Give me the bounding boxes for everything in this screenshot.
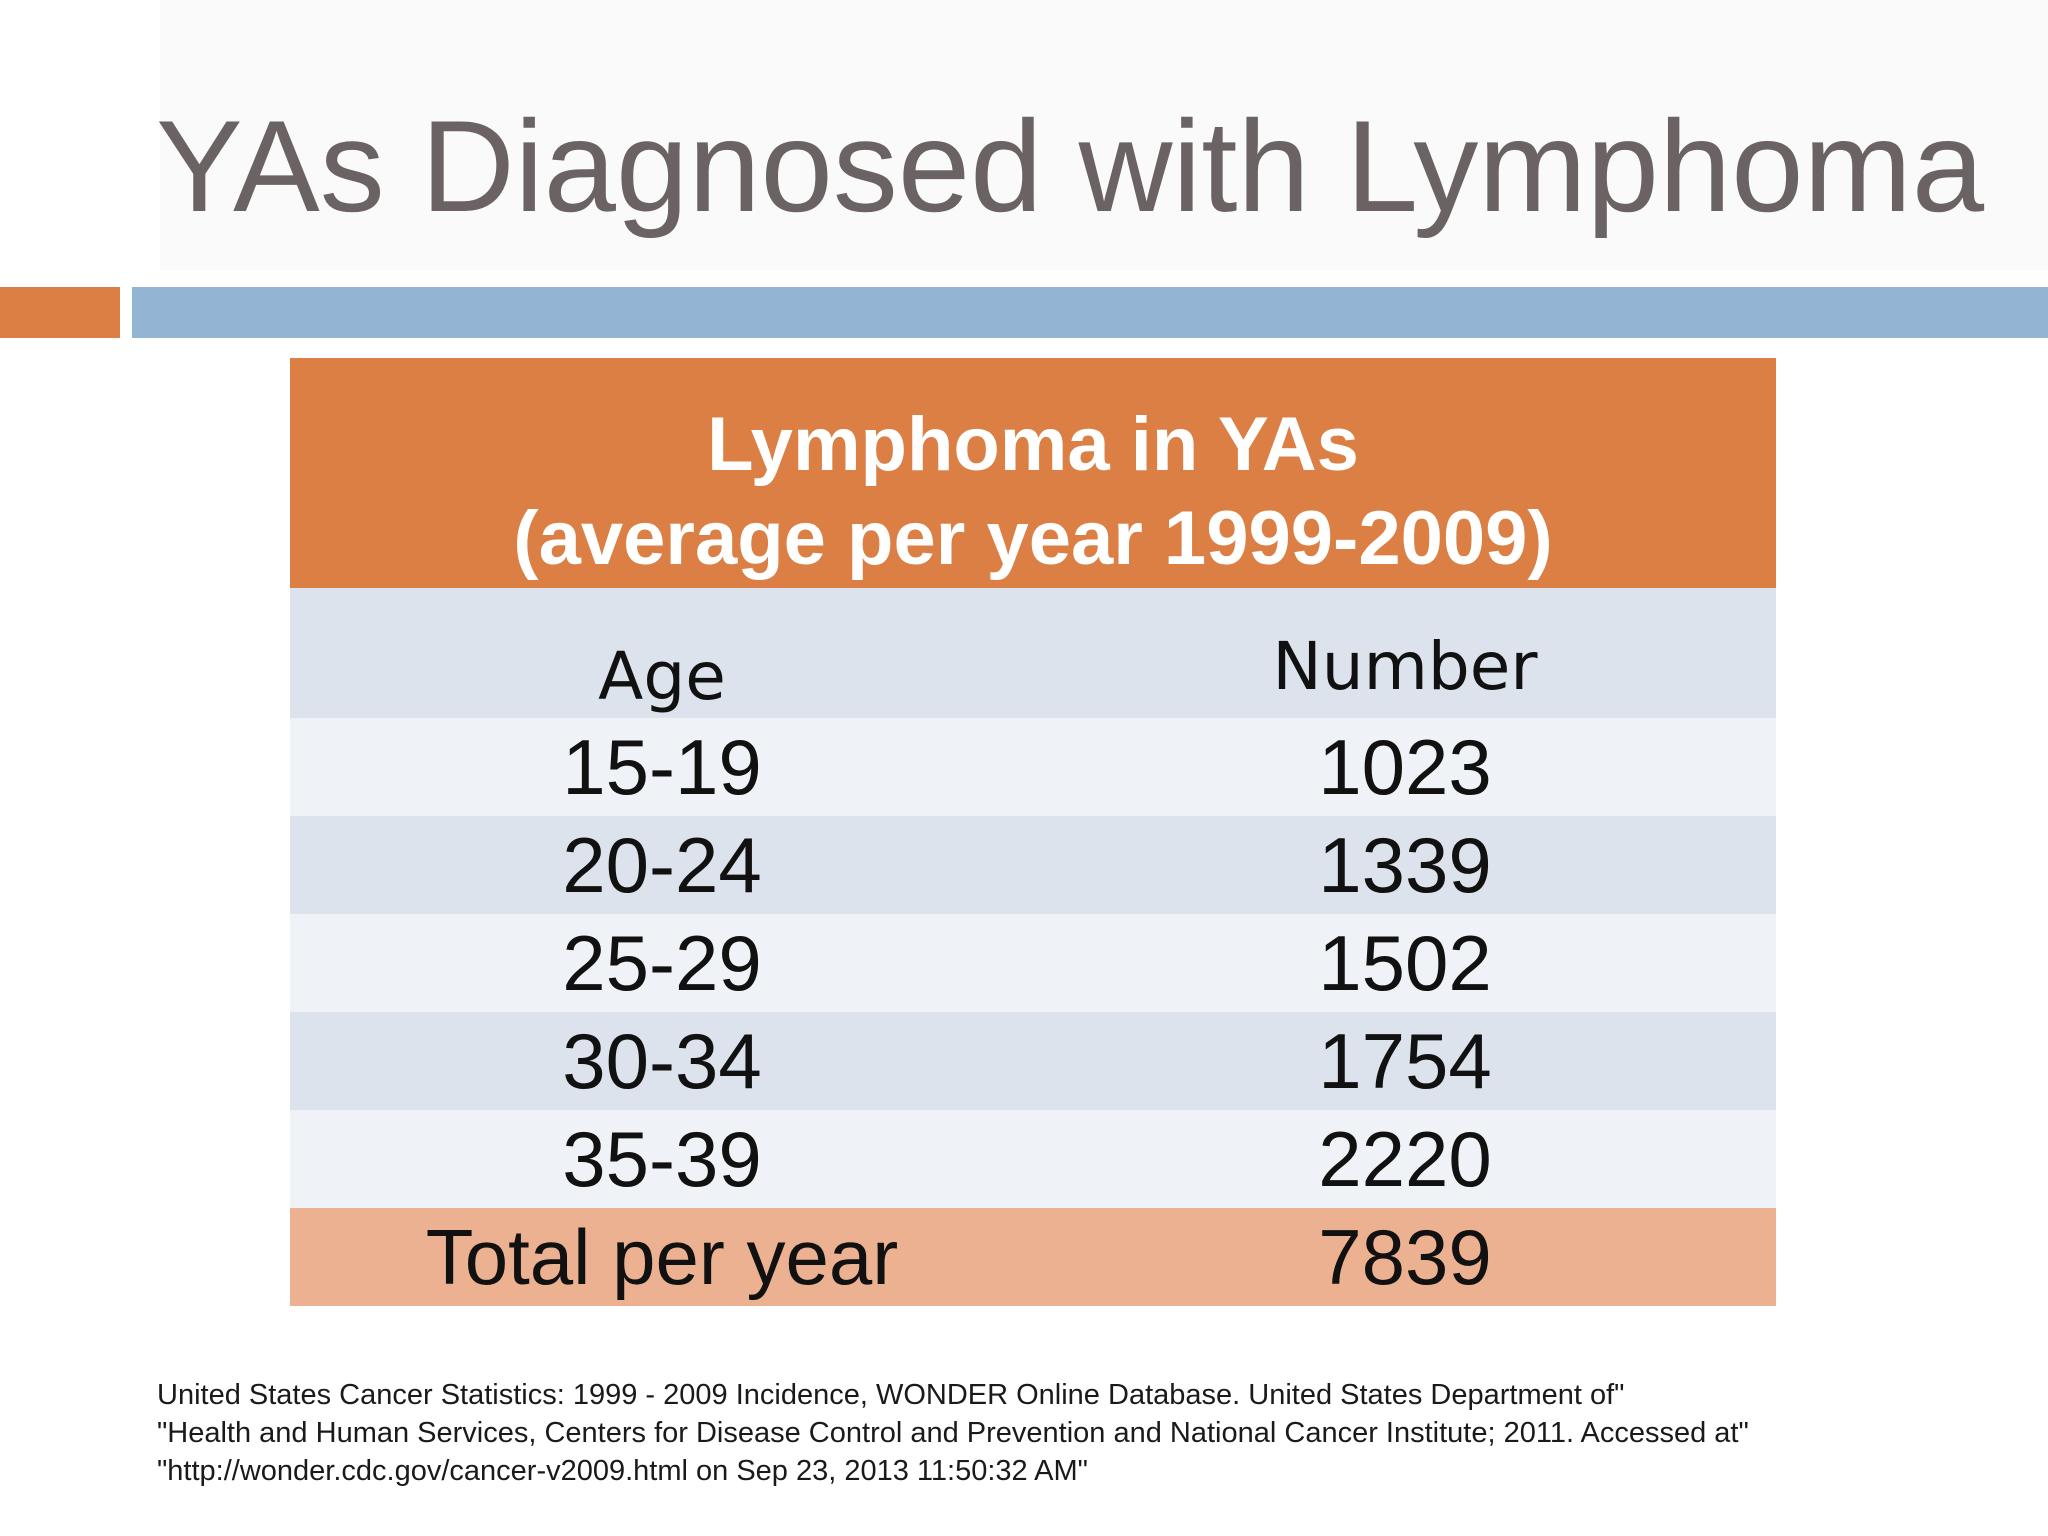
column-header-row: Age Number [290, 588, 1776, 718]
table-row: 15-19 1023 [290, 718, 1776, 816]
age-cell: 25-29 [562, 918, 762, 1007]
table-title: Lymphoma in YAs [707, 402, 1359, 487]
number-cell: 1754 [1318, 1016, 1492, 1105]
age-cell: 30-34 [562, 1016, 762, 1105]
age-cell: 20-24 [562, 820, 762, 909]
number-cell: 1502 [1318, 918, 1492, 1007]
accent-bar-blue [132, 287, 2048, 338]
table-row: 25-29 1502 [290, 914, 1776, 1012]
total-number: 7839 [1318, 1212, 1492, 1301]
number-cell: 1339 [1318, 820, 1492, 909]
table-row: 30-34 1754 [290, 1012, 1776, 1110]
table-row: 20-24 1339 [290, 816, 1776, 914]
source-citation: United States Cancer Statistics: 1999 - … [157, 1376, 1749, 1490]
citation-line: United States Cancer Statistics: 1999 - … [157, 1379, 1625, 1411]
column-header-number: Number [1272, 628, 1538, 705]
table-row: 35-39 2220 [290, 1110, 1776, 1208]
column-header-age: Age [598, 638, 726, 715]
accent-bar-orange [0, 287, 120, 338]
lymphoma-table: Lymphoma in YAs (average per year 1999-2… [290, 358, 1776, 1306]
title-background [160, 0, 2048, 270]
table-header: Lymphoma in YAs (average per year 1999-2… [290, 358, 1776, 588]
table-subtitle: (average per year 1999-2009) [513, 496, 1553, 581]
citation-line: "Health and Human Services, Centers for … [157, 1417, 1749, 1449]
number-cell: 2220 [1318, 1114, 1492, 1203]
number-cell: 1023 [1318, 722, 1492, 811]
total-row: Total per year 7839 [290, 1208, 1776, 1306]
slide-title: YAs Diagnosed with Lymphoma [156, 93, 1985, 239]
total-label: Total per year [425, 1212, 899, 1301]
age-cell: 15-19 [562, 722, 762, 811]
citation-line: "http://wonder.cdc.gov/cancer-v2009.html… [157, 1455, 1088, 1487]
age-cell: 35-39 [562, 1114, 762, 1203]
